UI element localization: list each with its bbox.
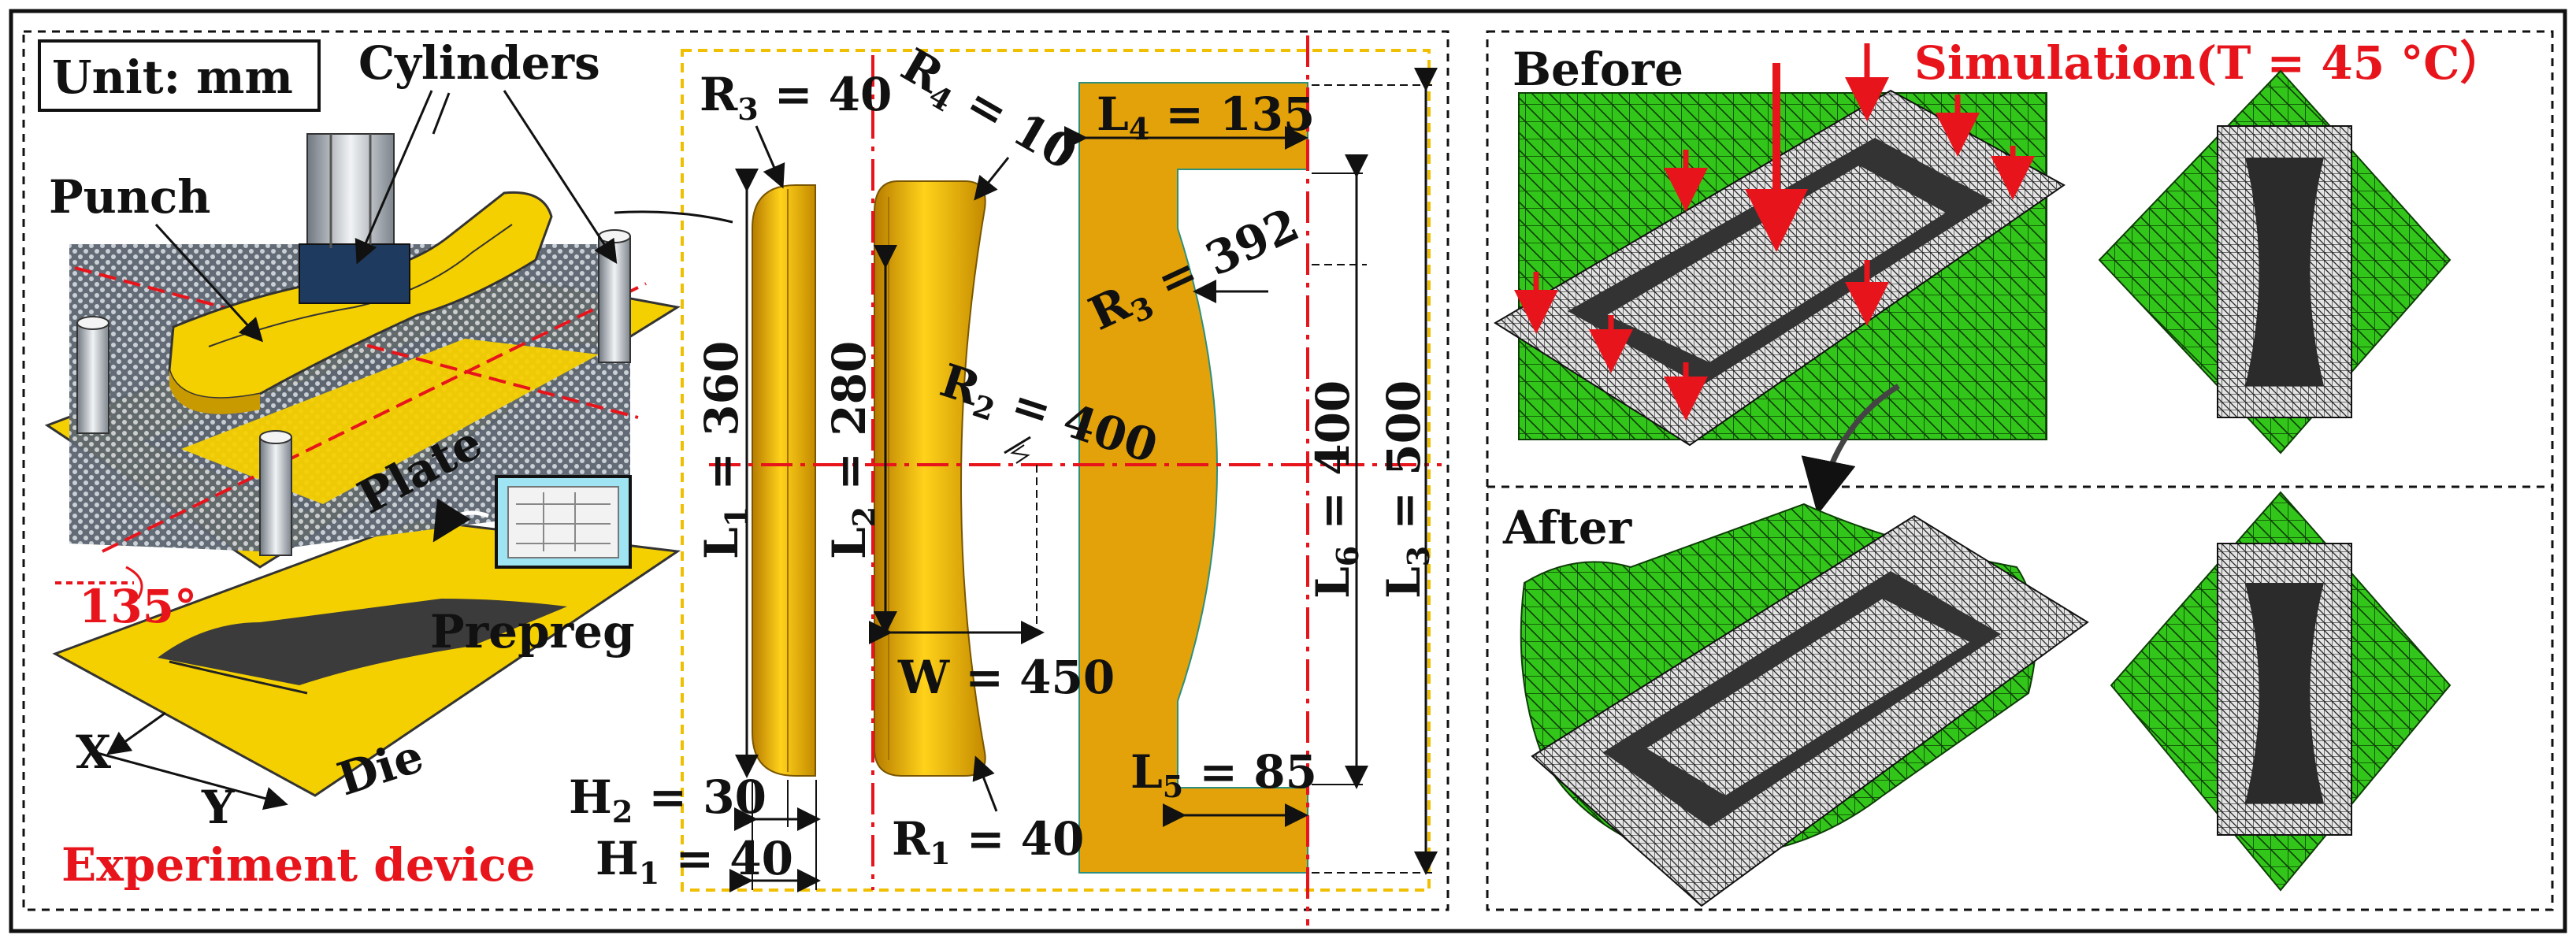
simulation-panel: Before Simulation(T = 45 °C） After xyxy=(1494,36,2505,907)
detail-leader xyxy=(614,210,733,224)
after-punch-mesh xyxy=(1646,599,1969,796)
l3-dim: L3 = 500 xyxy=(1377,380,1436,599)
y-axis-label: Y xyxy=(201,781,235,834)
force-arrows xyxy=(1514,43,2035,421)
punch-label: Punch xyxy=(49,170,210,224)
after-label: After xyxy=(1502,501,1633,555)
l6-dim: L6 = 400 xyxy=(1306,380,1365,599)
l4-dim: L4 = 135 xyxy=(1097,87,1315,147)
experiment-device: Unit: mm xyxy=(38,36,733,892)
after-top-punch xyxy=(2245,583,2324,803)
angle-label: 135° xyxy=(79,580,197,633)
r4-dim: R4 = 10 xyxy=(890,38,1086,185)
cylinders-label: Cylinders xyxy=(358,36,600,90)
cylinders-leader-1 xyxy=(354,90,433,265)
before-punch-mesh xyxy=(1607,165,1946,362)
l1-dim: L1 = 360 xyxy=(695,341,754,559)
experiment-device-caption: Experiment device xyxy=(61,838,536,892)
l5-dim: L5 = 85 xyxy=(1130,745,1317,804)
r3-punch-dim: R3 = 40 xyxy=(700,68,892,127)
r2-leader xyxy=(1004,436,1031,454)
cylinder-base xyxy=(299,243,410,304)
r3-punch-leader xyxy=(755,125,785,189)
guide-post-2 xyxy=(259,436,292,556)
punch-side-view xyxy=(752,184,816,777)
cylinders-leader-2 xyxy=(503,90,618,265)
h1-dim: H1 = 40 xyxy=(596,832,793,891)
before-top-punch xyxy=(2245,158,2324,386)
die-cavity xyxy=(158,599,567,685)
hydraulic-cylinder xyxy=(306,133,395,253)
right-panel-border xyxy=(1486,30,2554,911)
prepreg-label: Prepreg xyxy=(430,605,635,658)
r4-leader xyxy=(974,157,1010,201)
dimension-drawing: R3 = 40 R4 = 10 R3 = 392 R2 = 400 R1 = 4… xyxy=(569,35,1442,926)
plate-top-view xyxy=(1078,82,1308,874)
x-axis-label: X xyxy=(76,725,111,779)
y-axis-leader xyxy=(94,751,288,811)
outer-frame xyxy=(9,9,2567,933)
l2-dim: L2 = 280 xyxy=(822,341,882,559)
left-panel-border xyxy=(22,30,1449,911)
r1-leader xyxy=(972,755,998,812)
align-line-b xyxy=(102,282,647,553)
before-after-arrow xyxy=(1801,384,1900,515)
guide-post-1 xyxy=(76,322,109,434)
w-dim: W = 450 xyxy=(897,651,1115,704)
guide-post-3 xyxy=(598,236,631,363)
simulation-title: Simulation(T = 45 °C） xyxy=(1914,36,2505,90)
x-axis-leader xyxy=(106,711,166,755)
unit-box xyxy=(38,39,321,112)
punch-leader xyxy=(154,223,264,343)
h2-dim: H2 = 30 xyxy=(569,770,766,829)
before-label: Before xyxy=(1513,43,1683,96)
unit-label: Unit: mm xyxy=(52,50,293,104)
r1-dim: R1 = 40 xyxy=(892,812,1084,871)
